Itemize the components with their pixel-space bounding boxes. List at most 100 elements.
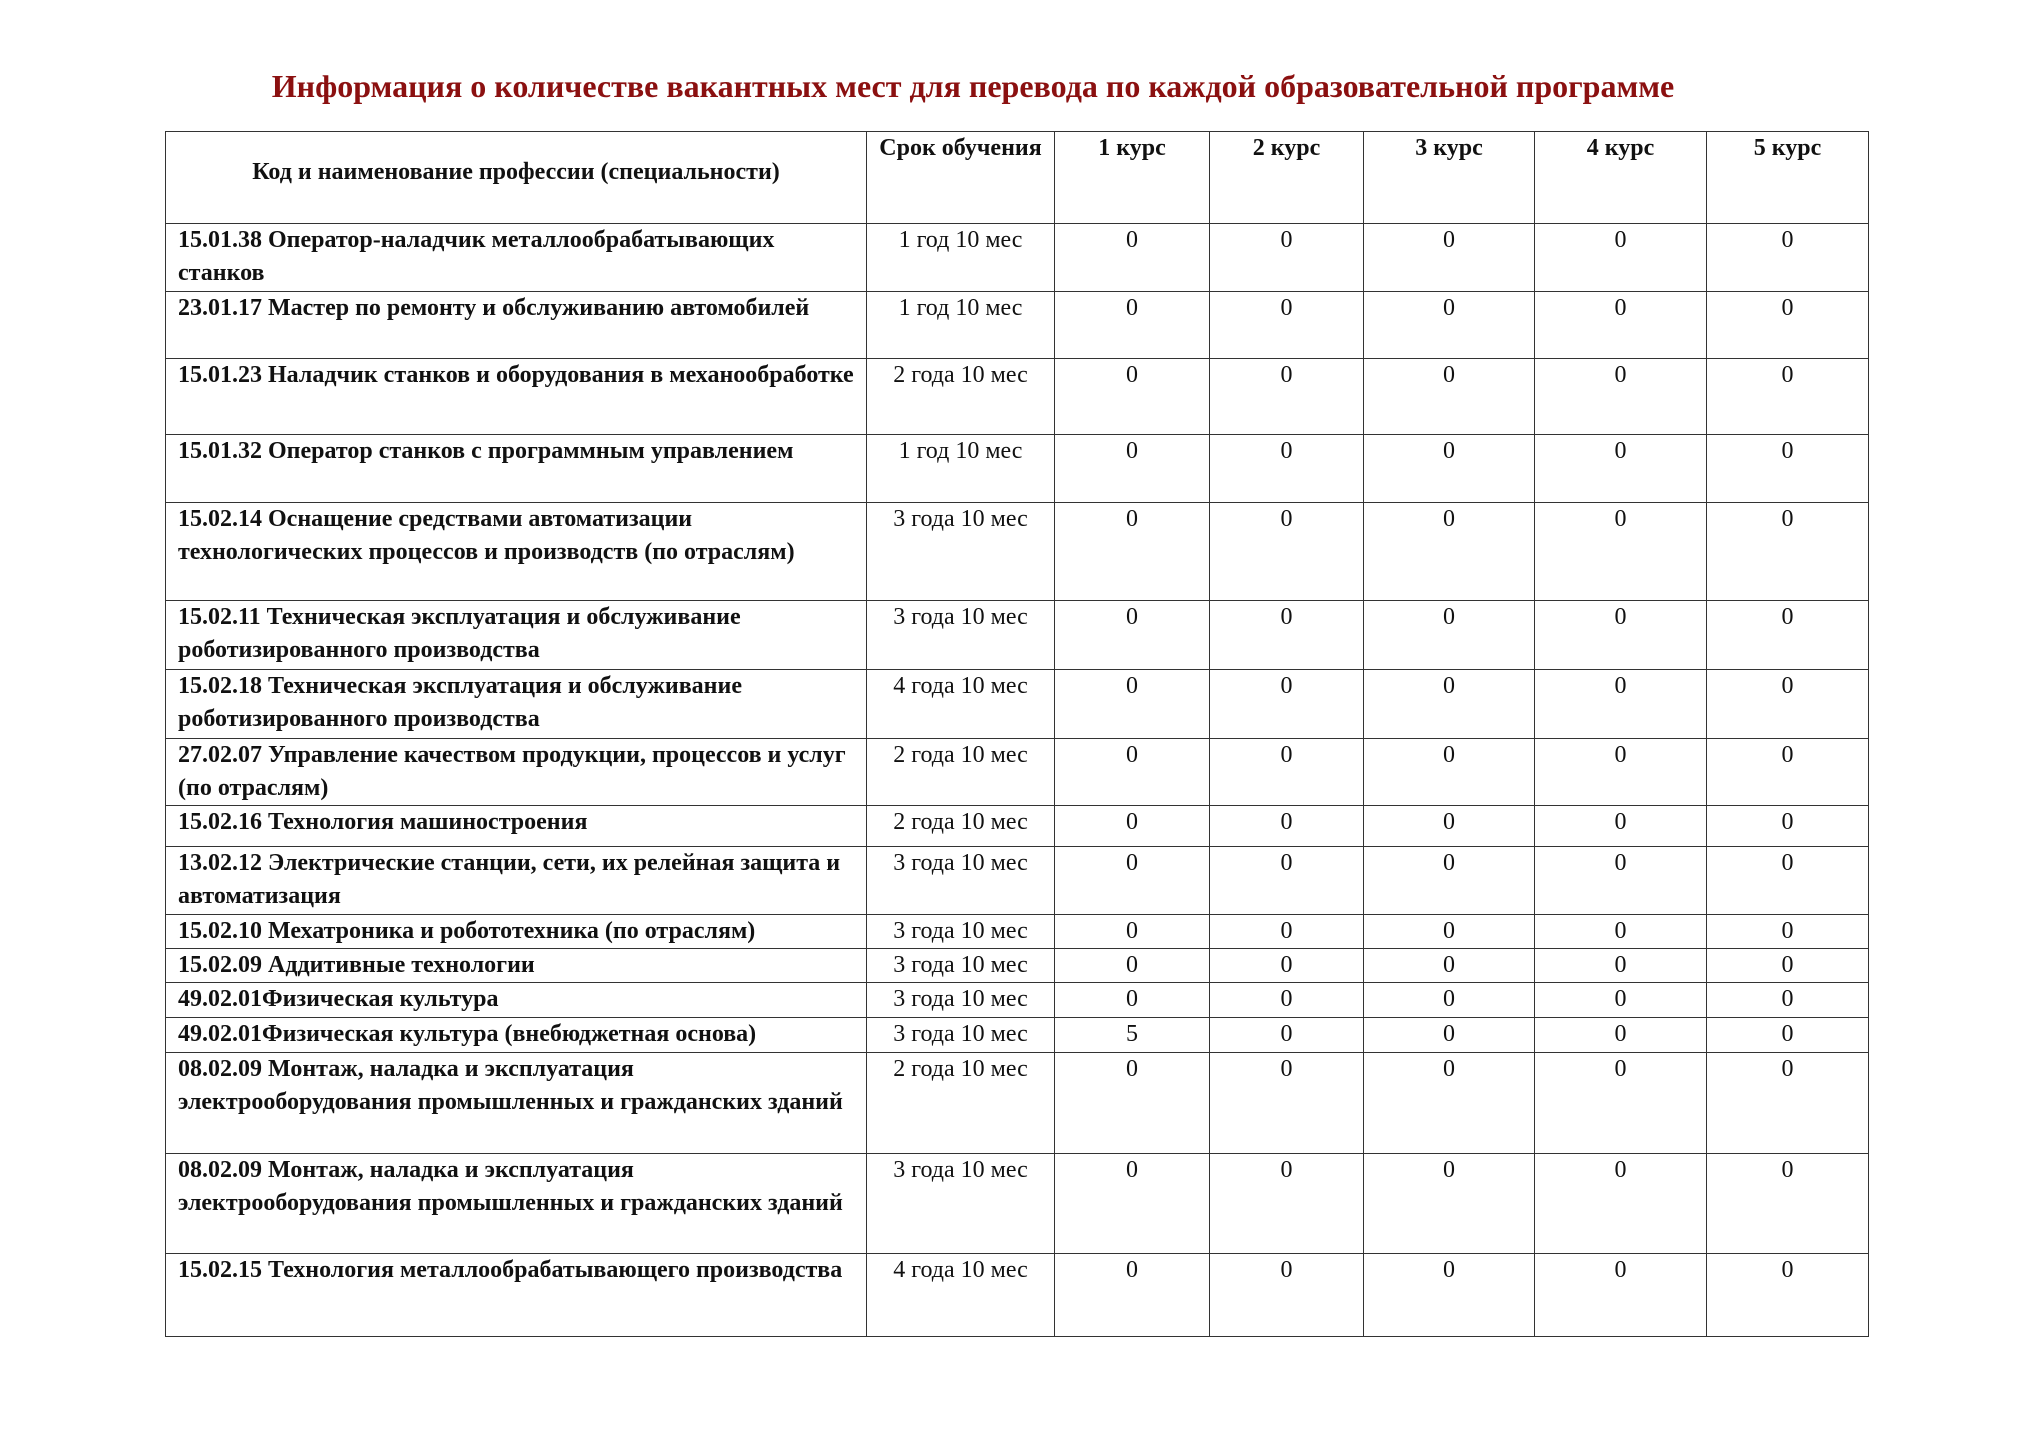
vacancies-course-1: 0 bbox=[1054, 805, 1210, 847]
vacancies-course-4: 0 bbox=[1534, 434, 1707, 503]
vacancies-course-1: 0 bbox=[1054, 914, 1210, 949]
vacancies-course-2: 0 bbox=[1209, 1153, 1364, 1254]
header-program: Код и наименование профессии (специально… bbox=[165, 131, 867, 224]
study-term: 4 года 10 мес bbox=[866, 669, 1055, 739]
table-row: 49.02.01Физическая культура 3 года 10 мес… bbox=[165, 982, 1869, 1018]
table-row: 27.02.07 Управление качеством продукции,… bbox=[165, 738, 1869, 806]
document-title: Информация о количестве вакантных мест д… bbox=[271, 68, 1675, 104]
vacancies-course-5: 0 bbox=[1706, 738, 1869, 806]
program-name: 15.02.16 Технология машиностроения bbox=[165, 805, 867, 847]
vacancies-course-5: 0 bbox=[1706, 502, 1869, 601]
study-term: 3 года 10 мес bbox=[866, 982, 1055, 1018]
vacancies-course-5: 0 bbox=[1706, 948, 1869, 983]
program-name: 13.02.12 Электрические станции, сети, их… bbox=[165, 846, 867, 915]
vacancies-course-5: 0 bbox=[1706, 1253, 1869, 1337]
program-name: 15.02.18 Техническая эксплуатация и обсл… bbox=[165, 669, 867, 739]
program-name: 49.02.01Физическая культура bbox=[165, 982, 867, 1018]
vacancies-course-1: 0 bbox=[1054, 600, 1210, 670]
vacancies-course-4: 0 bbox=[1534, 738, 1707, 806]
vacancies-course-5: 0 bbox=[1706, 358, 1869, 435]
study-term: 3 года 10 мес bbox=[866, 600, 1055, 670]
table-row: 15.02.09 Аддитивные технологии 3 года 10 … bbox=[165, 948, 1869, 983]
program-name: 15.01.38 Оператор-наладчик металлообраба… bbox=[165, 223, 867, 292]
program-name: 08.02.09 Монтаж, наладка и эксплуатация … bbox=[165, 1052, 867, 1154]
vacancies-course-1: 0 bbox=[1054, 738, 1210, 806]
vacancies-course-5: 0 bbox=[1706, 434, 1869, 503]
vacancies-course-3: 0 bbox=[1363, 502, 1535, 601]
program-name: 15.02.09 Аддитивные технологии bbox=[165, 948, 867, 983]
table-row: 08.02.09 Монтаж, наладка и эксплуатация … bbox=[165, 1153, 1869, 1254]
vacancies-course-2: 0 bbox=[1209, 805, 1364, 847]
table-row: 15.02.18 Техническая эксплуатация и обсл… bbox=[165, 669, 1869, 739]
vacancies-course-2: 0 bbox=[1209, 914, 1364, 949]
study-term: 2 года 10 мес bbox=[866, 358, 1055, 435]
vacancies-course-2: 0 bbox=[1209, 223, 1364, 292]
vacancies-course-1: 0 bbox=[1054, 1052, 1210, 1154]
study-term: 4 года 10 мес bbox=[866, 1253, 1055, 1337]
vacancies-course-3: 0 bbox=[1363, 358, 1535, 435]
vacancies-course-1: 0 bbox=[1054, 982, 1210, 1018]
vacancies-course-2: 0 bbox=[1209, 846, 1364, 915]
vacancies-course-5: 0 bbox=[1706, 914, 1869, 949]
vacancies-course-3: 0 bbox=[1363, 805, 1535, 847]
vacancies-course-5: 0 bbox=[1706, 600, 1869, 670]
vacancies-course-1: 5 bbox=[1054, 1017, 1210, 1053]
header-course-5: 5 курс bbox=[1706, 131, 1869, 224]
vacancies-course-1: 0 bbox=[1054, 948, 1210, 983]
vacancies-course-3: 0 bbox=[1363, 600, 1535, 670]
header-row: Код и наименование профессии (специально… bbox=[165, 131, 1869, 224]
header-course-4: 4 курс bbox=[1534, 131, 1707, 224]
vacancies-course-4: 0 bbox=[1534, 982, 1707, 1018]
vacancies-course-2: 0 bbox=[1209, 291, 1364, 359]
vacancies-course-2: 0 bbox=[1209, 1253, 1364, 1337]
vacancies-course-3: 0 bbox=[1363, 1052, 1535, 1154]
vacancies-course-2: 0 bbox=[1209, 1017, 1364, 1053]
vacancies-course-2: 0 bbox=[1209, 669, 1364, 739]
header-course-1: 1 курс bbox=[1054, 131, 1210, 224]
program-name: 27.02.07 Управление качеством продукции,… bbox=[165, 738, 867, 806]
study-term: 2 года 10 мес bbox=[866, 805, 1055, 847]
study-term: 1 год 10 мес bbox=[866, 434, 1055, 503]
vacancies-course-4: 0 bbox=[1534, 1153, 1707, 1254]
vacancies-course-2: 0 bbox=[1209, 434, 1364, 503]
vacancies-course-4: 0 bbox=[1534, 1253, 1707, 1337]
vacancies-course-5: 0 bbox=[1706, 669, 1869, 739]
vacancies-course-4: 0 bbox=[1534, 948, 1707, 983]
vacancies-course-1: 0 bbox=[1054, 502, 1210, 601]
vacancies-course-5: 0 bbox=[1706, 291, 1869, 359]
vacancies-course-1: 0 bbox=[1054, 223, 1210, 292]
table-row: 15.01.32 Оператор станков с программным … bbox=[165, 434, 1869, 503]
vacancies-course-5: 0 bbox=[1706, 805, 1869, 847]
vacancies-course-4: 0 bbox=[1534, 846, 1707, 915]
vacancies-course-1: 0 bbox=[1054, 1153, 1210, 1254]
study-term: 3 года 10 мес bbox=[866, 914, 1055, 949]
vacancies-course-4: 0 bbox=[1534, 291, 1707, 359]
header-course-2: 2 курс bbox=[1209, 131, 1364, 224]
vacancies-course-3: 0 bbox=[1363, 434, 1535, 503]
table-row: 15.01.23 Наладчик станков и оборудования… bbox=[165, 358, 1869, 435]
vacancies-course-2: 0 bbox=[1209, 600, 1364, 670]
vacancies-course-4: 0 bbox=[1534, 669, 1707, 739]
vacancies-course-5: 0 bbox=[1706, 846, 1869, 915]
table-row: 15.02.15 Технология металлообрабатывающе… bbox=[165, 1253, 1869, 1337]
vacancies-course-4: 0 bbox=[1534, 914, 1707, 949]
study-term: 1 год 10 мес bbox=[866, 291, 1055, 359]
table-row: 15.01.38 Оператор-наладчик металлообраба… bbox=[165, 223, 1869, 292]
vacancies-course-2: 0 bbox=[1209, 738, 1364, 806]
vacancies-course-3: 0 bbox=[1363, 1253, 1535, 1337]
vacancies-course-3: 0 bbox=[1363, 223, 1535, 292]
study-term: 1 год 10 мес bbox=[866, 223, 1055, 292]
vacancies-course-2: 0 bbox=[1209, 502, 1364, 601]
vacancies-table: Код и наименование профессии (специально… bbox=[165, 131, 1869, 1337]
vacancies-course-2: 0 bbox=[1209, 948, 1364, 983]
vacancies-course-1: 0 bbox=[1054, 669, 1210, 739]
vacancies-course-5: 0 bbox=[1706, 1052, 1869, 1154]
study-term: 2 года 10 мес bbox=[866, 738, 1055, 806]
study-term: 3 года 10 мес bbox=[866, 502, 1055, 601]
vacancies-course-2: 0 bbox=[1209, 982, 1364, 1018]
vacancies-course-4: 0 bbox=[1534, 600, 1707, 670]
vacancies-course-2: 0 bbox=[1209, 1052, 1364, 1154]
header-course-3: 3 курс bbox=[1363, 131, 1535, 224]
study-term: 3 года 10 мес bbox=[866, 1153, 1055, 1254]
vacancies-course-2: 0 bbox=[1209, 358, 1364, 435]
